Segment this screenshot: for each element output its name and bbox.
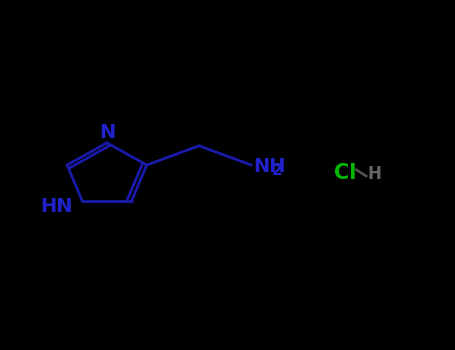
- Text: 2: 2: [272, 163, 283, 178]
- Text: H: H: [368, 165, 381, 183]
- Text: HN: HN: [40, 197, 72, 216]
- Text: NH: NH: [253, 157, 286, 176]
- Text: N: N: [99, 123, 115, 142]
- Text: Cl: Cl: [334, 163, 357, 183]
